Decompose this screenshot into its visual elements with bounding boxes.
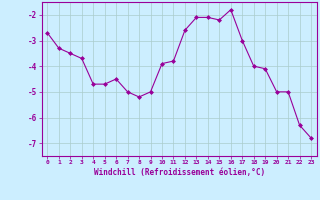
X-axis label: Windchill (Refroidissement éolien,°C): Windchill (Refroidissement éolien,°C): [94, 168, 265, 177]
